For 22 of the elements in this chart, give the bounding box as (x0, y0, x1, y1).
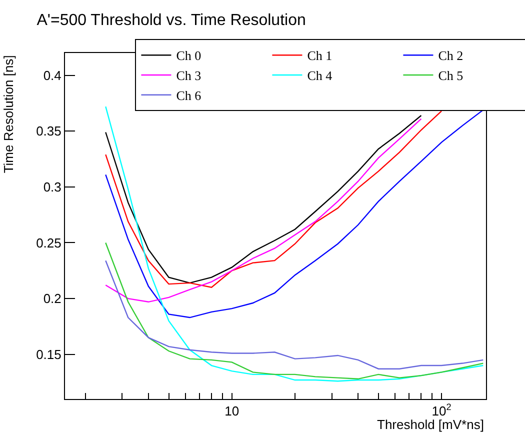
y-tick-label: 0.35 (36, 124, 62, 139)
y-tick-label: 0.3 (43, 179, 62, 194)
line-series (105, 242, 484, 380)
legend-label: Ch 6 (176, 88, 202, 103)
legend-label: Ch 5 (438, 68, 464, 84)
y-tick-label: 0.25 (36, 235, 62, 250)
legend-label: Ch 1 (307, 48, 332, 64)
legend-label: Ch 0 (176, 48, 202, 64)
y-tick-label: 0.15 (36, 346, 62, 362)
x-tick-label: 10$^{2}$ (432, 402, 452, 419)
x-tick-label: 10 (224, 404, 240, 419)
y-axis-title: Time Resolution [ns] (1, 55, 16, 174)
legend-label: Ch 3 (176, 68, 202, 84)
x-axis-title: Threshold [mV*ns] (377, 417, 484, 432)
line-series (105, 109, 484, 318)
legend-label: Ch 2 (438, 48, 464, 64)
line-series (105, 260, 484, 370)
legend-label: Ch 4 (307, 68, 333, 84)
chart-title: A'=500 Threshold vs. Time Resolution (36, 12, 306, 30)
y-tick-label: 0.4 (43, 68, 62, 83)
y-tick-label: 0.2 (43, 291, 62, 306)
line-series (105, 106, 484, 382)
